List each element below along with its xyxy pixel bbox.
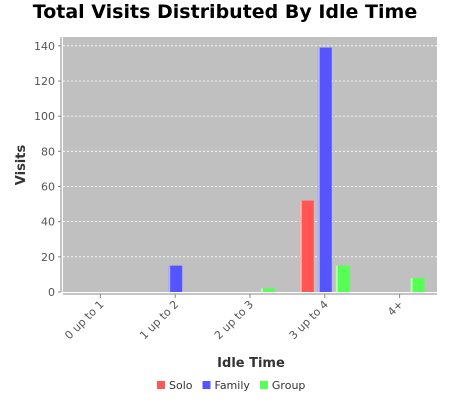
- x-axis-title: Idle Time: [217, 356, 285, 371]
- bar-group: [335, 265, 350, 292]
- y-ticks: 0 20 40 60 80 100 120 140: [34, 40, 61, 299]
- y-tick-label: 60: [41, 180, 55, 193]
- y-tick-label: 0: [48, 286, 55, 299]
- bar-highlight: [335, 265, 338, 292]
- legend-swatch-family: [202, 381, 211, 389]
- legend: Solo Family Group: [157, 379, 305, 392]
- bar-group: [261, 288, 275, 292]
- bar-highlight: [168, 265, 171, 292]
- x-tick-label: 4+: [385, 298, 406, 319]
- legend-swatch-group: [259, 381, 268, 389]
- x-tick-label: 3 up to 4: [287, 298, 331, 342]
- bar-highlight: [261, 288, 263, 292]
- x-tick-label: 0 up to 1: [62, 298, 106, 342]
- bar-family: [168, 265, 183, 292]
- bar-solo: [299, 200, 314, 292]
- bar-highlight: [410, 277, 413, 292]
- y-tick-label: 120: [34, 75, 55, 88]
- legend-label-solo: Solo: [169, 379, 193, 392]
- y-tick-label: 140: [34, 40, 55, 53]
- legend-label-family: Family: [215, 379, 251, 392]
- y-tick-label: 80: [41, 145, 55, 158]
- x-tick-label: 2 up to 3: [212, 298, 256, 342]
- plot-background: [63, 37, 437, 292]
- bar-group: [410, 277, 425, 292]
- x-ticks: 0 up to 1 1 up to 2 2 up to 3 3 up to 4 4+: [62, 294, 406, 342]
- chart-title: Total Visits Distributed By Idle Time: [32, 1, 418, 23]
- y-tick-label: 100: [34, 110, 55, 123]
- bar-family: [317, 47, 332, 292]
- bar-highlight: [299, 200, 302, 292]
- y-tick-label: 20: [41, 251, 55, 264]
- bars: [168, 47, 425, 292]
- x-tick-label: 1 up to 2: [137, 298, 181, 342]
- legend-label-group: Group: [272, 379, 306, 392]
- bar-highlight: [317, 47, 320, 292]
- y-tick-label: 40: [41, 216, 55, 229]
- y-axis-title: Visits: [14, 145, 29, 186]
- legend-swatch-solo: [157, 381, 165, 389]
